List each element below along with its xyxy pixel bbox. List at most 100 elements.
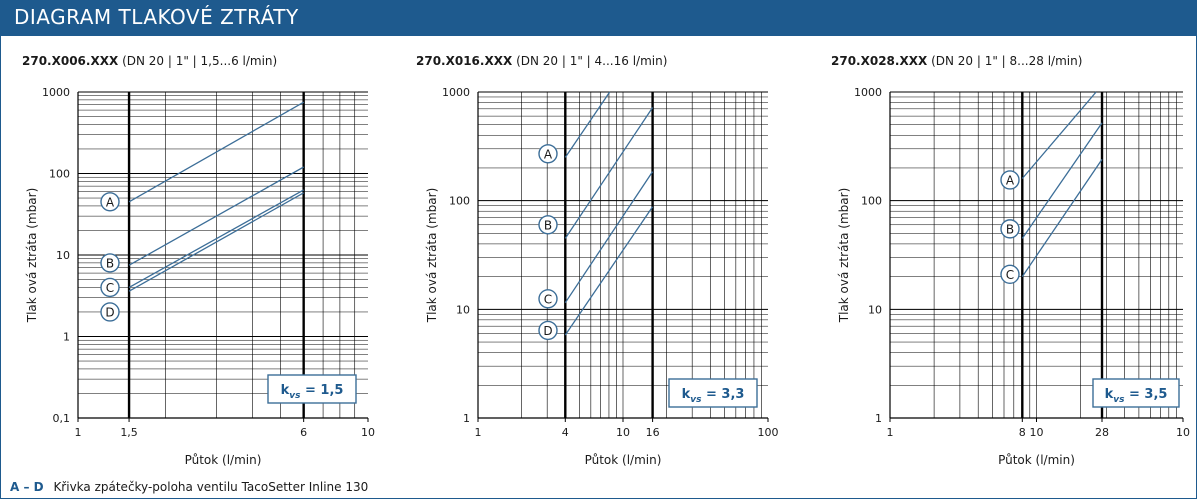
chart-1-y-tick-label: 10 (56, 249, 70, 262)
chart-2-curve-d (564, 206, 654, 336)
chart-2-code: 270.X016.XXX (416, 54, 513, 68)
chart-3: 1 8 10 28 10 1 10 100 1000 Půtok (l/min) Tlak ová … (837, 86, 1190, 467)
chart-3-title: 270.X028.XXX (DN 20 | 1" | 8...28 l/min) (831, 54, 1082, 68)
chart-2-x-tick-label: 1 (475, 426, 482, 439)
footer-legend: A – D Křivka zpátečky-poloha ventilu Tac… (10, 480, 368, 494)
chart-3-badge-circle (1000, 170, 1020, 190)
chart-1-y-tick-label: 1000 (42, 86, 70, 99)
chart-1-y-tick-label: 100 (49, 168, 70, 181)
chart-1-kvs-box (267, 374, 357, 404)
chart-1-kvs-label: kvs = 1,5 (281, 383, 344, 401)
chart-3-curve-a (1021, 91, 1097, 179)
chart-2-badge-a: A (538, 144, 558, 164)
chart-3-kvs-label: kvs = 3,5 (1105, 387, 1168, 405)
chart-3-y-tick-label: 1000 (854, 86, 882, 99)
chart-3-badge-label: B (1006, 222, 1014, 236)
header-bar: DIAGRAM TLAKOVÉ ZTRÁTY (0, 0, 1197, 36)
chart-2-y-tick-label: 10 (456, 303, 470, 316)
chart-1-badge-label: A (106, 195, 115, 209)
chart-2-x-axis-title: Půtok (l/min) (585, 453, 662, 467)
chart-3-y-tick-label: 1 (875, 412, 882, 425)
chart-1-spec: (DN 20 | 1" | 1,5...6 l/min) (122, 54, 278, 68)
chart-1-y-tick-label: 0,1 (53, 412, 71, 425)
chart-3-badge-circle (1000, 264, 1020, 285)
chart-2-curve-b (564, 107, 654, 239)
chart-1-badge-a: A (100, 192, 120, 212)
chart-2-kvs-label: kvs = 3,3 (682, 387, 745, 405)
chart-2-curve-c (564, 171, 654, 304)
chart-3-badge-circle (1000, 219, 1020, 239)
chart-2-kvs-box (668, 378, 758, 408)
chart-3-x-tick-label: 28 (1095, 426, 1109, 439)
chart-1-x-tick-label: 6 (300, 426, 307, 439)
chart-1-badge-label: B (106, 256, 114, 270)
footer-text: Křivka zpátečky-poloha ventilu TacoSette… (53, 480, 369, 494)
chart-2-y-tick-label: 1 (463, 412, 470, 425)
chart-3-y-axis-title: Tlak ová ztráta (mbar) (837, 188, 851, 324)
chart-2-badge-circle (538, 215, 558, 235)
chart-1-badge-label: C (106, 281, 114, 295)
chart-1-badge-d: D (100, 302, 120, 322)
chart-1: 1 1,5 6 10 0,1 1 10 100 1000 Půtok (l/min) Tlak ov… (25, 86, 375, 467)
chart-1-badge-circle (100, 192, 120, 212)
chart-2-x-tick-label: 16 (646, 426, 660, 439)
chart-3-badge-c: C (1000, 264, 1020, 285)
chart-1-title: 270.X006.XXX (DN 20 | 1" | 1,5...6 l/min… (22, 54, 277, 68)
chart-2: 1 4 10 16 100 1 10 100 1000 Půtok (l/min) Tlak ová… (425, 86, 779, 467)
chart-3-curve-b (1021, 122, 1103, 239)
chart-3-x-tick-label: 10 (1030, 426, 1044, 439)
chart-2-x-tick-label: 10 (616, 426, 630, 439)
chart-2-title: 270.X016.XXX (DN 20 | 1" | 4...16 l/min) (416, 54, 667, 68)
chart-1-x-tick-label: 1,5 (120, 426, 138, 439)
chart-1-code: 270.X006.XXX (22, 54, 119, 68)
chart-2-y-tick-label: 100 (449, 195, 470, 208)
chart-1-x-tick-label: 1 (75, 426, 82, 439)
chart-1-curve-c (128, 189, 305, 288)
chart-1-curve-b (128, 166, 305, 266)
chart-1-curve-d (128, 192, 305, 292)
chart-3-x-axis-title: Půtok (l/min) (998, 453, 1075, 467)
chart-3-curve-c (1021, 159, 1103, 277)
chart-1-x-axis-title: Půtok (l/min) (185, 453, 262, 467)
chart-3-x-tick-label: 8 (1019, 426, 1026, 439)
chart-2-spec: (DN 20 | 1" | 4...16 l/min) (516, 54, 668, 68)
chart-3-code: 270.X028.XXX (831, 54, 928, 68)
chart-3-x-tick-label: 1 (887, 426, 894, 439)
chart-2-badge-label: B (544, 218, 552, 232)
chart-1-y-tick-label: 1 (63, 331, 70, 344)
chart-3-badge-label: A (1006, 173, 1015, 187)
chart-2-badge-circle (538, 144, 558, 164)
chart-3-badge-a: A (1000, 170, 1020, 190)
chart-1-badge-b: B (100, 253, 120, 273)
chart-3-x-tick-label: 10 (1176, 426, 1190, 439)
chart-3-kvs-box (1092, 378, 1180, 408)
chart-2-y-tick-label: 1000 (442, 86, 470, 99)
chart-3-badge-b: B (1000, 219, 1020, 239)
chart-1-curve-a (128, 101, 305, 203)
chart-2-badge-circle (538, 289, 558, 309)
chart-3-badge-label: C (1006, 268, 1014, 282)
chart-2-badge-label: C (544, 292, 552, 306)
chart-2-badge-d: D (538, 320, 558, 341)
chart-1-x-tick-label: 10 (361, 426, 375, 439)
chart-2-badge-c: C (538, 289, 558, 309)
chart-1-badge-c: C (100, 277, 120, 298)
chart-2-x-tick-label: 100 (758, 426, 779, 439)
chart-2-curve-a (564, 91, 611, 158)
footer-range: A – D (10, 480, 44, 494)
chart-1-badge-circle (100, 302, 120, 322)
chart-3-spec: (DN 20 | 1" | 8...28 l/min) (931, 54, 1083, 68)
chart-2-x-tick-label: 4 (562, 426, 569, 439)
chart-2-badge-b: B (538, 215, 558, 235)
chart-2-badge-circle (538, 320, 558, 341)
chart-1-badge-circle (100, 253, 120, 273)
chart-1-y-axis-title: Tlak ová ztráta (mbar) (25, 188, 39, 324)
page-title: DIAGRAM TLAKOVÉ ZTRÁTY (14, 5, 299, 29)
chart-2-y-axis-title: Tlak ová ztráta (mbar) (425, 188, 439, 324)
chart-1-badge-label: D (105, 305, 114, 319)
chart-2-badge-label: D (543, 324, 552, 338)
chart-1-badge-circle (100, 277, 120, 298)
chart-3-y-tick-label: 10 (868, 303, 882, 316)
chart-2-badge-label: A (544, 147, 553, 161)
